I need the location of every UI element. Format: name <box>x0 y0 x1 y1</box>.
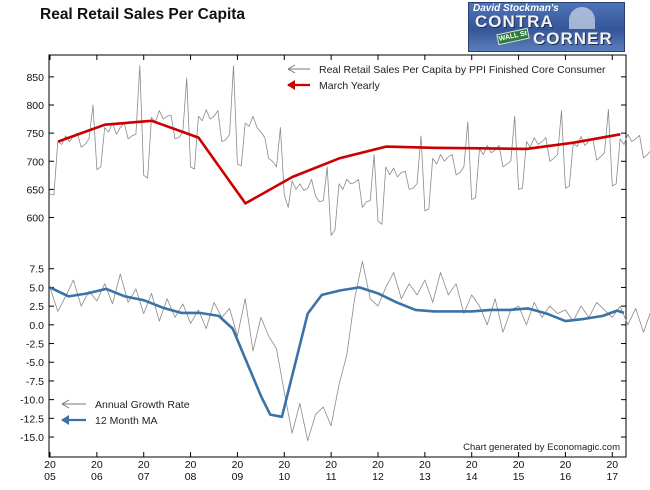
contra-corner-logo: David Stockman's CONTRA CORNER WALL St <box>468 2 625 52</box>
y-tick-label: -10.0 <box>20 395 44 407</box>
x-tick-label-year: 06 <box>91 471 103 483</box>
chart-credit: Chart generated by Economagic.com <box>463 442 620 453</box>
y-tick-label: 650 <box>26 184 44 196</box>
x-tick-label-year: 15 <box>513 471 525 483</box>
series-layer <box>49 65 650 442</box>
x-tick-label-century: 20 <box>91 459 103 471</box>
y-tick-label: 600 <box>26 213 44 225</box>
legend-yearly-arrowhead <box>287 80 295 90</box>
y-tick-label: 0.0 <box>29 320 44 332</box>
capitol-dome-graphic <box>569 7 595 29</box>
x-tick-label-century: 20 <box>466 459 478 471</box>
x-tick-label-year: 14 <box>466 471 478 483</box>
y-tick-label: 750 <box>26 128 44 140</box>
legend-monthly-arrowhead <box>287 64 296 74</box>
legend-growth-label: Annual Growth Rate <box>95 399 190 411</box>
y-tick-label: 800 <box>26 100 44 112</box>
x-tick-label-century: 20 <box>138 459 150 471</box>
x-tick-label-year: 05 <box>44 471 56 483</box>
y-tick-label: -5.0 <box>26 357 44 369</box>
top-y-axis: 850 800 750 700 650 600 <box>26 72 626 225</box>
top-series-thick-line <box>57 119 621 205</box>
x-tick-label-century: 20 <box>278 459 290 471</box>
bottom-y-axis: 7.5 5.0 2.5 0.0 -2.5 -5.0 -7.5 -10.0 -12.5 -15.0 <box>20 264 626 444</box>
plot-area <box>48 54 627 458</box>
legend-ma-label: 12 Month MA <box>95 415 157 427</box>
y-tick-label: -12.5 <box>20 413 44 425</box>
x-tick-label-year: 10 <box>278 471 290 483</box>
y-tick-label: 700 <box>26 156 44 168</box>
x-tick-label-century: 20 <box>419 459 431 471</box>
x-tick-label-century: 20 <box>232 459 244 471</box>
bottom-legend: Annual Growth Rate 12 Month MA <box>61 399 190 427</box>
legend-monthly-label: Real Retail Sales Per Capita by PPI Fini… <box>319 64 606 76</box>
x-tick-label-century: 20 <box>560 459 572 471</box>
x-tick-label-year: 08 <box>185 471 197 483</box>
x-tick-label-year: 13 <box>419 471 431 483</box>
y-tick-label: 7.5 <box>29 264 44 276</box>
x-tick-label-year: 07 <box>138 471 150 483</box>
logo-word-contra: CONTRA <box>475 12 554 31</box>
y-tick-label: 2.5 <box>29 301 44 313</box>
x-tick-label-year: 09 <box>232 471 244 483</box>
bottom-series-thick-line <box>49 286 625 419</box>
x-axis: 2005200620072008200920102011201220132014… <box>44 55 618 483</box>
logo-word-corner: CORNER <box>533 29 613 48</box>
x-tick-label-century: 20 <box>513 459 525 471</box>
y-tick-label: -7.5 <box>26 376 44 388</box>
y-tick-label: -15.0 <box>20 432 44 444</box>
y-tick-label: 850 <box>26 72 44 84</box>
legend-ma-arrowhead <box>61 415 69 425</box>
top-series-thin-line <box>49 65 650 236</box>
x-tick-label-century: 20 <box>325 459 337 471</box>
bottom-series-thin-line <box>49 260 650 442</box>
logo-byline: David Stockman's <box>473 3 559 14</box>
x-tick-label-century: 20 <box>44 459 56 471</box>
legend-growth-arrowhead <box>61 399 70 409</box>
chart-title: Real Retail Sales Per Capita <box>40 6 246 23</box>
legend-yearly-label: March Yearly <box>319 80 380 92</box>
x-tick-label-year: 11 <box>326 471 337 483</box>
y-tick-label: 5.0 <box>29 282 44 294</box>
x-tick-label-century: 20 <box>372 459 384 471</box>
top-legend: Real Retail Sales Per Capita by PPI Fini… <box>287 64 606 92</box>
x-tick-label-year: 16 <box>560 471 572 483</box>
x-tick-label-century: 20 <box>185 459 197 471</box>
y-tick-label: -2.5 <box>26 339 44 351</box>
x-tick-label-century: 20 <box>606 459 618 471</box>
x-tick-label-year: 12 <box>372 471 384 483</box>
x-tick-label-year: 17 <box>606 471 618 483</box>
